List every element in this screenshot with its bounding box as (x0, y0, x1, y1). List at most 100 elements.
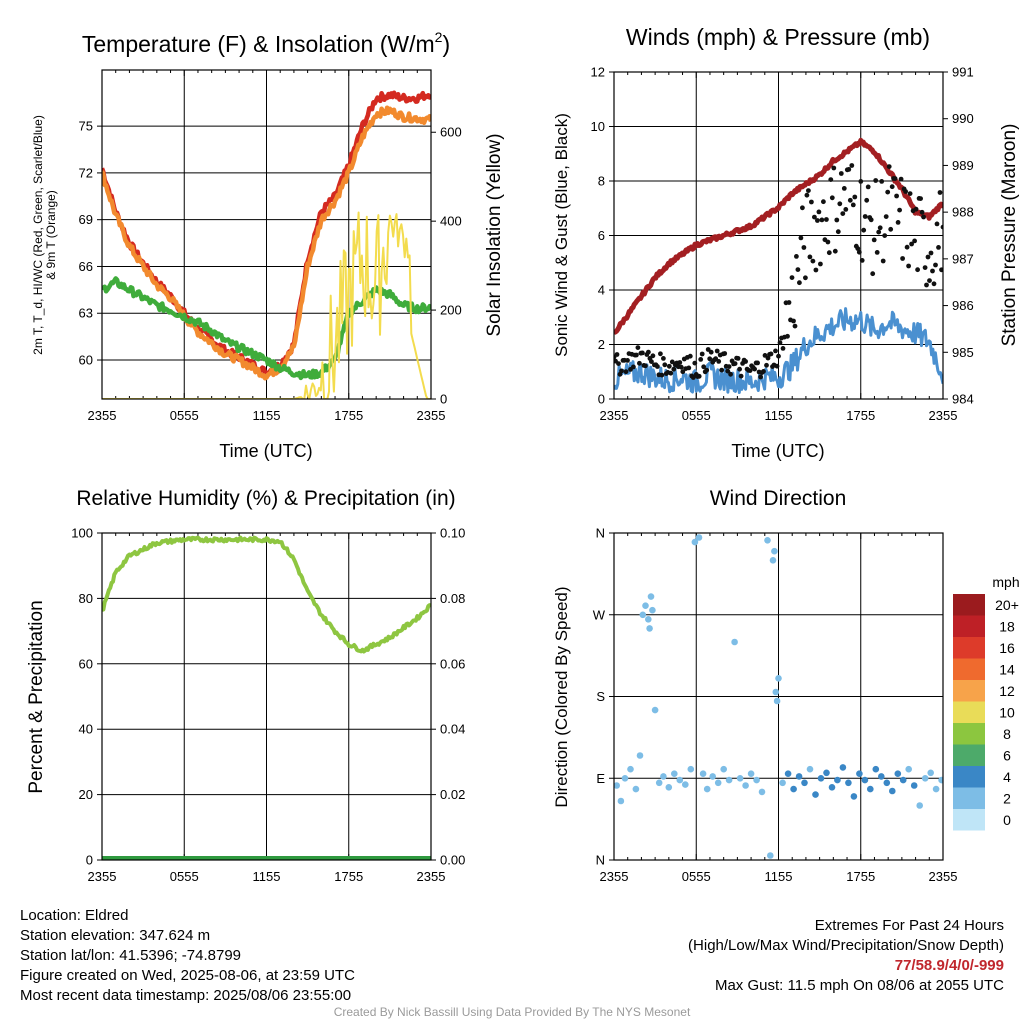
gust-point (810, 258, 816, 264)
colorbar-swatch (953, 723, 985, 745)
winds-y2label: Station Pressure (Maroon) (999, 124, 1020, 347)
direction-point (823, 769, 830, 777)
gust-point (876, 229, 882, 235)
gust-point (819, 217, 825, 223)
x-tick-label: 0555 (170, 869, 199, 884)
temperature-ylabel-line1: 2m T, T_d, HI/WC (Red, Green, Scarlet/Bl… (31, 115, 45, 355)
y-tick-label: 80 (79, 591, 93, 606)
colorbar-swatch (953, 744, 985, 766)
colorbar-label: 0 (1003, 812, 1011, 828)
gust-point (738, 373, 744, 379)
gust-point (927, 278, 932, 283)
direction-point (646, 625, 653, 632)
colorbar-swatch (953, 809, 985, 831)
gust-point (773, 348, 778, 354)
colorbar-swatch (953, 766, 985, 788)
gust-point (659, 372, 665, 378)
gust-point (922, 265, 928, 270)
gust-point (903, 189, 908, 194)
direction-point (636, 752, 644, 759)
direction-point (878, 773, 885, 780)
station-latlon: Station lat/lon: 41.5396; -74.8799 (20, 947, 242, 964)
x-tick-label: 1755 (846, 408, 875, 423)
y-tick-label: 72 (79, 165, 93, 180)
gust-point (785, 333, 790, 339)
gust-point (897, 207, 902, 213)
gust-point (861, 227, 867, 233)
temperature-series-line (102, 211, 431, 399)
gust-point (828, 177, 834, 183)
colorbar-swatch (953, 637, 985, 659)
gust-point (837, 201, 843, 207)
extremes-legend: (High/Low/Max Wind/Precipitation/Snow De… (688, 937, 1004, 954)
y-tick-label: 63 (79, 306, 93, 321)
y-tick-label: 100 (71, 526, 93, 541)
x-tick-label: 1155 (765, 869, 793, 884)
direction-point (627, 765, 634, 773)
y-tick-label: 60 (79, 353, 93, 368)
gust-point (924, 282, 929, 288)
winds-title: Winds (mph) & Pressure (mb) (626, 24, 930, 50)
y2-tick-label: 0.02 (440, 787, 465, 802)
direction-point (817, 775, 825, 782)
colorbar-label: 18 (999, 619, 1015, 635)
gust-point (661, 356, 666, 361)
x-tick-label: 1155 (765, 408, 793, 423)
x-tick-label: 2355 (929, 869, 958, 884)
y-tick-label: N (596, 526, 605, 541)
gust-point (892, 176, 898, 182)
gust-point (921, 214, 926, 220)
gust-point (722, 351, 728, 356)
gust-point (937, 190, 943, 195)
y-tick-label: 66 (79, 259, 93, 274)
gust-point (774, 363, 780, 369)
gust-point (832, 248, 838, 254)
direction-point (665, 784, 673, 791)
direction-point (916, 802, 923, 809)
gust-point (794, 254, 799, 259)
gust-point (886, 164, 892, 170)
direction-point (647, 593, 655, 600)
gust-point (631, 364, 636, 370)
y-tick-label: 75 (79, 119, 93, 134)
gust-point (692, 360, 698, 366)
direction-point (621, 775, 629, 782)
gust-point (859, 258, 865, 263)
gust-point (900, 256, 905, 261)
plot-border (101, 532, 432, 861)
gust-point (879, 179, 885, 184)
direction-point (747, 770, 755, 777)
x-tick-label: 2355 (417, 869, 446, 884)
y2-tick-label: 987 (952, 251, 974, 266)
x-tick-label: 1155 (253, 869, 281, 884)
x-tick-label: 0555 (682, 869, 711, 884)
gust-point (834, 217, 840, 223)
direction-point (883, 779, 891, 787)
gust-point (868, 217, 874, 223)
humidity-ylabel: Percent & Precipitation (26, 600, 47, 793)
gust-point (831, 165, 837, 171)
gust-point (680, 369, 686, 375)
station-elevation: Station elevation: 347.624 m (20, 927, 211, 944)
direction-point (932, 785, 940, 793)
direction-point (642, 602, 649, 609)
y-tick-label: 69 (79, 212, 93, 227)
gust-point (669, 359, 675, 365)
gust-point (795, 267, 801, 272)
station-location: Location: Eldred (20, 907, 129, 924)
winds-ylabel: Sonic Wind & Gust (Blue, Black) (552, 113, 571, 357)
gust-point (780, 346, 786, 351)
gust-point (874, 250, 880, 255)
gust-point (815, 218, 820, 223)
y-tick-label: 10 (591, 119, 605, 134)
x-tick-label: 2355 (929, 408, 958, 423)
gust-point (696, 373, 702, 379)
direction-point (795, 773, 803, 780)
gust-point (716, 359, 722, 364)
direction-point (861, 776, 869, 784)
gust-point (915, 267, 920, 273)
gust-point (840, 211, 846, 217)
temperature-panel: 2355 0555 1155 1755 2355 60 63 66 69 72 75 0 200 400 6… (31, 29, 505, 461)
direction-point (676, 776, 684, 784)
